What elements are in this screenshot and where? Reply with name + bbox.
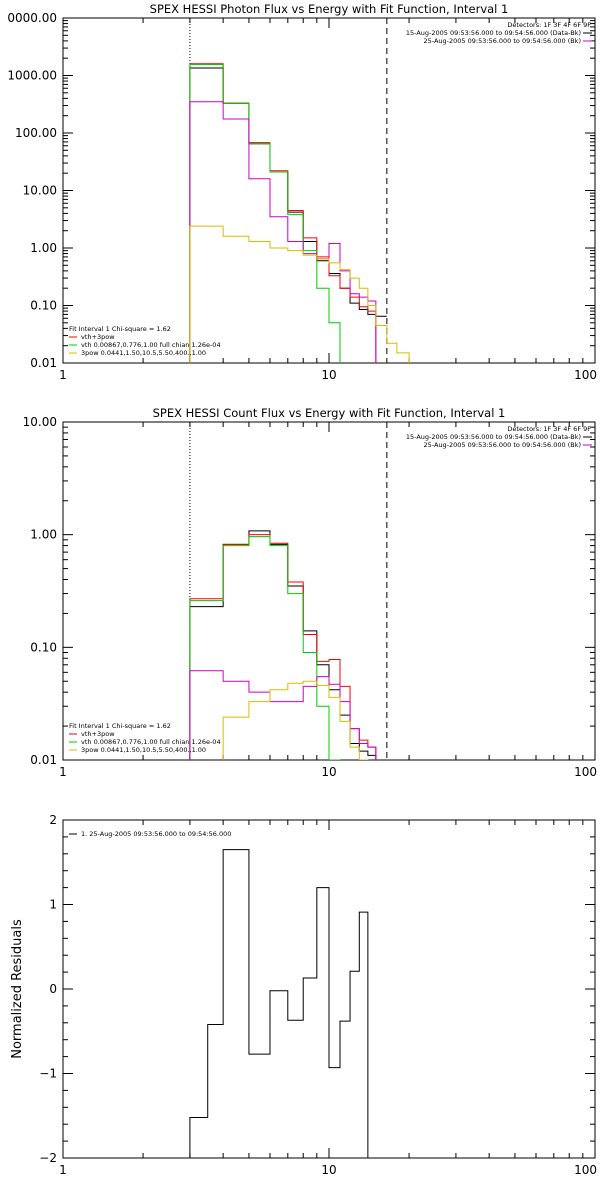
x-tick-label: 10 bbox=[321, 1163, 336, 1177]
x-tick-label: 100 bbox=[574, 368, 597, 382]
header-line-3: 25-Aug-2005 09:53:56.000 to 09:54:56.000… bbox=[424, 37, 581, 45]
y-tick-label: 1000.00 bbox=[7, 69, 57, 83]
x-tick-label: 1 bbox=[59, 765, 67, 779]
chart-panel-1: SPEX HESSI Photon Flux vs Energy with Fi… bbox=[7, 2, 597, 382]
y-tick-label: 1 bbox=[49, 898, 57, 912]
legend-entry-3: vth 0.00867,0.776,1.00 full chian 1.26e-… bbox=[81, 341, 221, 349]
legend-entry-1: 1. 25-Aug-2005 09:53:56.000 to 09:54:56.… bbox=[81, 830, 231, 838]
series-3-step-line bbox=[189, 64, 341, 363]
series-1-step-line bbox=[189, 849, 369, 1158]
header-line-2: 15-Aug-2005 09:53:56.000 to 09:54:56.000… bbox=[406, 433, 581, 441]
chart-title: SPEX HESSI Photon Flux vs Energy with Fi… bbox=[150, 2, 509, 16]
y-tick-label: 0000.00 bbox=[7, 11, 57, 25]
legend-entry-2: vth+3pow bbox=[81, 730, 115, 738]
y-tick-label: 0.10 bbox=[30, 640, 57, 654]
y-tick-label: −1 bbox=[39, 1067, 57, 1081]
y-tick-label: 0.01 bbox=[30, 753, 57, 767]
series-group bbox=[189, 849, 369, 1158]
chart-panel-3: Normalized Residuals 1 10 100 −2 −1 0 1 2 1. 25-A… bbox=[10, 813, 597, 1177]
legend-entry-1: Fit Interval 1 Chi-square = 1.62 bbox=[69, 325, 171, 333]
x-tick-label: 1 bbox=[59, 1163, 67, 1177]
y-tick-label: 10.00 bbox=[23, 184, 57, 198]
y-tick-label: 100.00 bbox=[15, 126, 57, 140]
series-group bbox=[189, 63, 410, 363]
x-tick-label: 100 bbox=[574, 1163, 597, 1177]
x-tick-label: 1 bbox=[59, 368, 67, 382]
y-tick-label: 0.01 bbox=[30, 356, 57, 370]
y-tick-label: 0.10 bbox=[30, 299, 57, 313]
legend-entry-2: vth+3pow bbox=[81, 333, 115, 341]
legend-entry-3: vth 0.00867,0.776,1.00 full chian 1.26e-… bbox=[81, 738, 221, 746]
series-2-step-line bbox=[189, 534, 377, 760]
series-3-step-line bbox=[189, 536, 341, 760]
y-axis-label: Normalized Residuals bbox=[10, 919, 25, 1059]
chart-panel-2: SPEX HESSI Count Flux vs Energy with Fit… bbox=[23, 406, 597, 779]
legend-entry-4: 3pow 0.0441,1.50,10.5,5.50,400.,1.00 bbox=[81, 349, 206, 357]
y-tick-label: 1.00 bbox=[30, 528, 57, 542]
series-5-step-line bbox=[222, 680, 369, 760]
legend-entry-1: Fit Interval 1 Chi-square = 1.62 bbox=[69, 722, 171, 730]
y-tick-label: −2 bbox=[39, 1151, 57, 1165]
plot-frame bbox=[62, 819, 596, 1159]
series-5-step-line bbox=[189, 225, 410, 363]
x-tick-label: 10 bbox=[321, 765, 336, 779]
series-1-step-line bbox=[189, 530, 377, 760]
series-4-step-line bbox=[189, 670, 377, 760]
legend-entry-4: 3pow 0.0441,1.50,10.5,5.50,400.,1.00 bbox=[81, 746, 206, 754]
series-1-step-line bbox=[189, 67, 387, 363]
header-line-3: 25-Aug-2005 09:53:56.000 to 09:54:56.000… bbox=[424, 441, 581, 449]
series-group bbox=[189, 530, 377, 760]
header-line-2: 15-Aug-2005 09:53:56.000 to 09:54:56.000… bbox=[406, 29, 581, 37]
y-tick-label: 0 bbox=[49, 982, 57, 996]
series-2-step-line bbox=[189, 63, 377, 363]
y-tick-label: 1.00 bbox=[30, 241, 57, 255]
x-tick-label: 100 bbox=[574, 765, 597, 779]
header-line-1: Detectors: 1F 3F 4F 6F 9F bbox=[507, 425, 591, 433]
x-tick-label: 10 bbox=[321, 368, 336, 382]
series-4-step-line bbox=[189, 101, 377, 363]
chart-title: SPEX HESSI Count Flux vs Energy with Fit… bbox=[153, 406, 506, 420]
y-tick-label: 10.00 bbox=[23, 415, 57, 429]
header-line-1: Detectors: 1F 3F 4F 6F 9F bbox=[507, 21, 591, 29]
y-tick-label: 2 bbox=[49, 813, 57, 827]
plot-frame bbox=[62, 17, 596, 364]
